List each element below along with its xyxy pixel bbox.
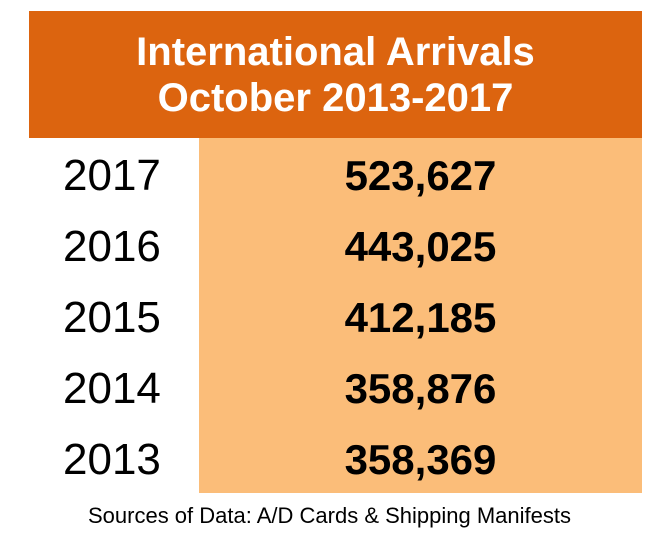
table-row-2017: 2017 523,627 (29, 140, 642, 211)
year-label: 2013 (63, 435, 161, 484)
title-line-2: October 2013-2017 (157, 75, 514, 120)
table-row-2013: 2013 358,369 (29, 424, 642, 495)
year-label: 2014 (63, 364, 161, 413)
arrivals-value: 412,185 (344, 294, 497, 341)
title-line-1: International Arrivals (136, 29, 535, 74)
arrivals-value: 358,369 (344, 436, 497, 483)
values-panel (199, 138, 642, 493)
table-row-2016: 2016 443,025 (29, 211, 642, 282)
table-row-2014: 2014 358,876 (29, 353, 642, 424)
arrivals-value: 443,025 (344, 223, 497, 270)
year-label: 2016 (63, 222, 161, 271)
year-label: 2015 (63, 293, 161, 342)
arrivals-value: 358,876 (344, 365, 497, 412)
arrivals-value: 523,627 (344, 152, 497, 199)
table-title: International Arrivals October 2013-2017 (29, 11, 642, 138)
year-label: 2017 (63, 151, 161, 200)
table-row-2015: 2015 412,185 (29, 282, 642, 353)
source-note: Sources of Data: A/D Cards & Shipping Ma… (87, 503, 571, 528)
